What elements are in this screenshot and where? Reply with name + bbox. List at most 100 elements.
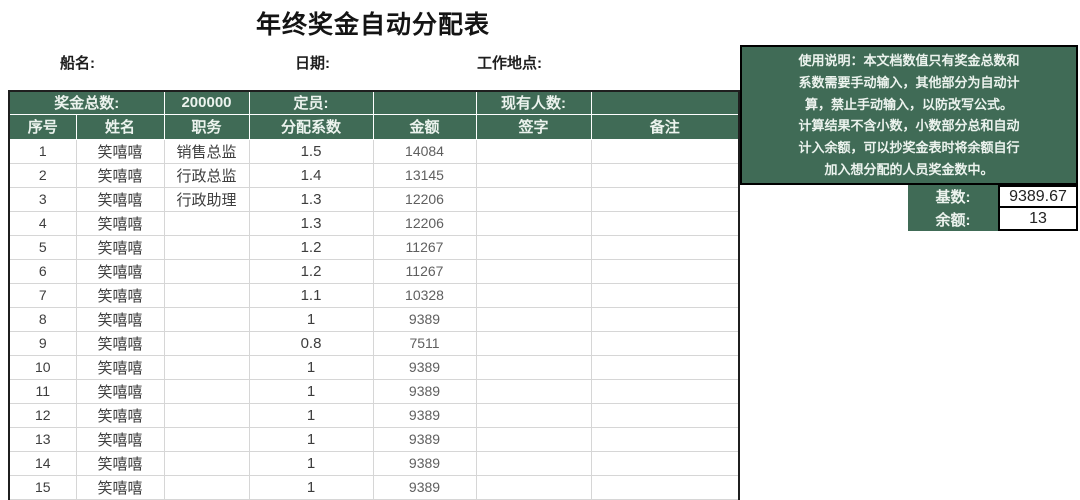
cell-signature[interactable] xyxy=(475,450,592,476)
cell-position[interactable] xyxy=(163,258,250,284)
cell-name[interactable]: 笑嘻嘻 xyxy=(75,234,165,260)
cell-name[interactable]: 笑嘻嘻 xyxy=(75,354,165,380)
cell-signature[interactable] xyxy=(475,354,592,380)
cell-name[interactable]: 笑嘻嘻 xyxy=(75,138,165,164)
cell-signature[interactable] xyxy=(475,330,592,356)
cell-index[interactable]: 13 xyxy=(8,426,77,452)
cell-amount[interactable]: 9389 xyxy=(372,402,477,428)
cell-amount[interactable]: 11267 xyxy=(372,234,477,260)
cell-amount[interactable]: 14084 xyxy=(372,138,477,164)
cell-coefficient[interactable]: 1.3 xyxy=(248,210,374,236)
cell-coefficient[interactable]: 1 xyxy=(248,426,374,452)
cell-amount[interactable]: 9389 xyxy=(372,378,477,404)
cell-coefficient[interactable]: 1 xyxy=(248,378,374,404)
cell-position[interactable] xyxy=(163,354,250,380)
cell-name[interactable]: 笑嘻嘻 xyxy=(75,474,165,500)
cell-index[interactable]: 4 xyxy=(8,210,77,236)
cell-signature[interactable] xyxy=(475,306,592,332)
cell-remark[interactable] xyxy=(590,426,740,452)
cell-name[interactable]: 笑嘻嘻 xyxy=(75,306,165,332)
cell-name[interactable]: 笑嘻嘻 xyxy=(75,402,165,428)
cell-amount[interactable]: 9389 xyxy=(372,474,477,500)
cell-remark[interactable] xyxy=(590,306,740,332)
cell-index[interactable]: 10 xyxy=(8,354,77,380)
cell-index[interactable]: 15 xyxy=(8,474,77,500)
cell-amount[interactable]: 11267 xyxy=(372,258,477,284)
cell-remark[interactable] xyxy=(590,354,740,380)
cell-index[interactable]: 6 xyxy=(8,258,77,284)
cell-index[interactable]: 14 xyxy=(8,450,77,476)
cell-signature[interactable] xyxy=(475,162,592,188)
bonus-total-value-cell[interactable]: 200000 xyxy=(163,90,250,115)
cell-name[interactable]: 笑嘻嘻 xyxy=(75,450,165,476)
cell-index[interactable]: 2 xyxy=(8,162,77,188)
cell-coefficient[interactable]: 1 xyxy=(248,306,374,332)
cell-signature[interactable] xyxy=(475,234,592,260)
cell-signature[interactable] xyxy=(475,378,592,404)
cell-coefficient[interactable]: 1.3 xyxy=(248,186,374,212)
remainder-value-cell[interactable]: 13 xyxy=(998,208,1078,231)
cell-signature[interactable] xyxy=(475,474,592,500)
cell-index[interactable]: 11 xyxy=(8,378,77,404)
cell-name[interactable]: 笑嘻嘻 xyxy=(75,378,165,404)
cell-name[interactable]: 笑嘻嘻 xyxy=(75,330,165,356)
cell-remark[interactable] xyxy=(590,258,740,284)
cell-position[interactable]: 行政助理 xyxy=(163,186,250,212)
cell-index[interactable]: 5 xyxy=(8,234,77,260)
cell-index[interactable]: 12 xyxy=(8,402,77,428)
cell-name[interactable]: 笑嘻嘻 xyxy=(75,258,165,284)
cell-coefficient[interactable]: 1.4 xyxy=(248,162,374,188)
cell-remark[interactable] xyxy=(590,474,740,500)
cell-signature[interactable] xyxy=(475,138,592,164)
cell-amount[interactable]: 9389 xyxy=(372,426,477,452)
cell-signature[interactable] xyxy=(475,258,592,284)
cell-signature[interactable] xyxy=(475,426,592,452)
cell-position[interactable] xyxy=(163,330,250,356)
cell-coefficient[interactable]: 1 xyxy=(248,402,374,428)
cell-amount[interactable]: 12206 xyxy=(372,186,477,212)
cell-amount[interactable]: 13145 xyxy=(372,162,477,188)
cell-position[interactable] xyxy=(163,450,250,476)
cell-coefficient[interactable]: 1.5 xyxy=(248,138,374,164)
cell-coefficient[interactable]: 1 xyxy=(248,450,374,476)
cell-index[interactable]: 8 xyxy=(8,306,77,332)
cell-position[interactable] xyxy=(163,210,250,236)
cell-position[interactable] xyxy=(163,234,250,260)
cell-position[interactable] xyxy=(163,474,250,500)
cell-remark[interactable] xyxy=(590,330,740,356)
cell-signature[interactable] xyxy=(475,210,592,236)
cell-index[interactable]: 3 xyxy=(8,186,77,212)
cell-remark[interactable] xyxy=(590,282,740,308)
headcount-value-cell[interactable] xyxy=(590,90,740,115)
cell-amount[interactable]: 10328 xyxy=(372,282,477,308)
cell-amount[interactable]: 9389 xyxy=(372,450,477,476)
cell-position[interactable]: 行政总监 xyxy=(163,162,250,188)
cell-remark[interactable] xyxy=(590,210,740,236)
cell-index[interactable]: 9 xyxy=(8,330,77,356)
cell-position[interactable]: 销售总监 xyxy=(163,138,250,164)
cell-amount[interactable]: 9389 xyxy=(372,354,477,380)
base-value-cell[interactable]: 9389.67 xyxy=(998,185,1078,208)
cell-signature[interactable] xyxy=(475,402,592,428)
cell-position[interactable] xyxy=(163,426,250,452)
cell-amount[interactable]: 9389 xyxy=(372,306,477,332)
cell-coefficient[interactable]: 1.2 xyxy=(248,234,374,260)
cell-signature[interactable] xyxy=(475,186,592,212)
cell-position[interactable] xyxy=(163,282,250,308)
cell-position[interactable] xyxy=(163,402,250,428)
cell-position[interactable] xyxy=(163,306,250,332)
quota-value-cell[interactable] xyxy=(372,90,477,115)
cell-coefficient[interactable]: 0.8 xyxy=(248,330,374,356)
cell-name[interactable]: 笑嘻嘻 xyxy=(75,426,165,452)
cell-position[interactable] xyxy=(163,378,250,404)
cell-name[interactable]: 笑嘻嘻 xyxy=(75,162,165,188)
cell-index[interactable]: 1 xyxy=(8,138,77,164)
cell-coefficient[interactable]: 1.2 xyxy=(248,258,374,284)
cell-name[interactable]: 笑嘻嘻 xyxy=(75,186,165,212)
cell-coefficient[interactable]: 1 xyxy=(248,354,374,380)
cell-amount[interactable]: 7511 xyxy=(372,330,477,356)
cell-amount[interactable]: 12206 xyxy=(372,210,477,236)
cell-remark[interactable] xyxy=(590,450,740,476)
cell-signature[interactable] xyxy=(475,282,592,308)
cell-coefficient[interactable]: 1 xyxy=(248,474,374,500)
